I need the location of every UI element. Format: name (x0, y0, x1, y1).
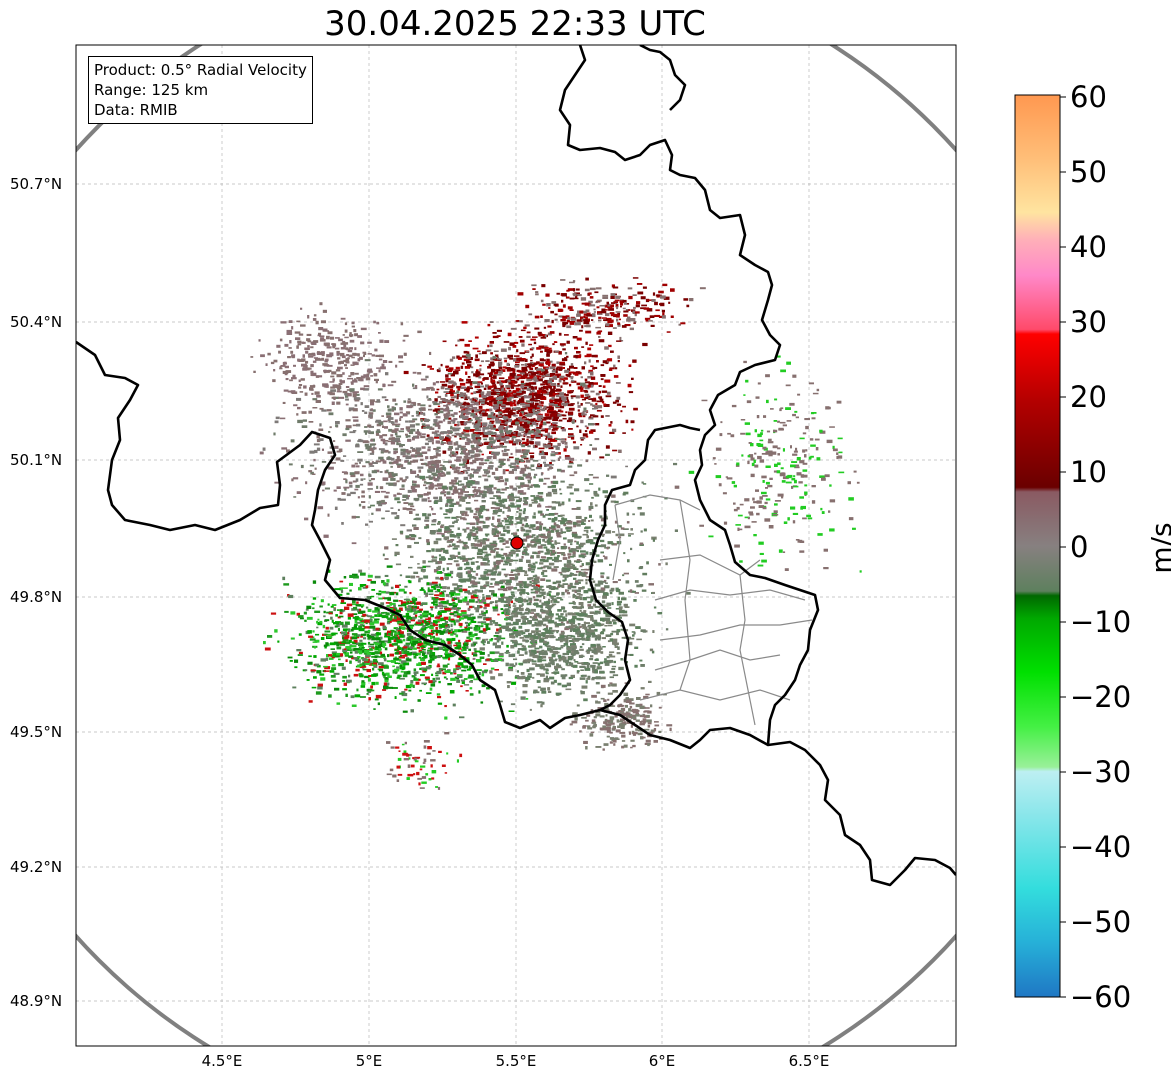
colorbar-tick-label: −30 (1070, 755, 1132, 789)
lon-label-6: 6°E (648, 1052, 676, 1070)
colorbar-tick-label: 20 (1070, 380, 1107, 414)
lat-label-50-7: 50.7°N (10, 175, 63, 193)
colorbar-tick-label: 30 (1070, 305, 1107, 339)
country-borders (76, 45, 956, 887)
lon-label-6-5: 6.5°E (788, 1052, 830, 1070)
colorbar-tick-label: −10 (1070, 605, 1132, 639)
lon-label-5-5: 5.5°E (495, 1052, 537, 1070)
lat-label-50-1: 50.1°N (10, 451, 63, 469)
colorbar-tick-label: −60 (1070, 980, 1132, 1014)
map-title: 30.04.2025 22:33 UTC (324, 4, 706, 44)
radar-site-marker (510, 536, 524, 550)
info-product: Product: 0.5° Radial Velocity (94, 61, 307, 79)
colorbar-tick-label: 50 (1070, 155, 1107, 189)
info-box: Product: 0.5° Radial Velocity Range: 125… (88, 56, 313, 124)
lat-label-50-4: 50.4°N (10, 313, 63, 331)
colorbar-tick-label: 40 (1070, 230, 1107, 264)
lon-label-5: 5°E (355, 1052, 383, 1070)
colorbar (1014, 94, 1061, 998)
lat-label-49-2: 49.2°N (10, 858, 63, 876)
plot-frame (75, 44, 957, 1047)
colorbar-tick-label: 10 (1070, 455, 1107, 489)
lon-label-4-5: 4.5°E (201, 1052, 243, 1070)
lat-label-49-8: 49.8°N (10, 588, 63, 606)
colorbar-tick-label: 0 (1070, 530, 1089, 564)
gridlines (76, 45, 956, 1046)
lat-label-48-9: 48.9°N (10, 992, 63, 1010)
colorbar-tick-label: 60 (1070, 80, 1107, 114)
colorbar-tick-label: −20 (1070, 680, 1132, 714)
velocity-echoes (250, 277, 862, 790)
colorbar-tick-label: −40 (1070, 830, 1132, 864)
info-range: Range: 125 km (94, 81, 209, 99)
info-source: Data: RMIB (94, 101, 178, 119)
colorbar-tickmarks (1060, 96, 1066, 998)
colorbar-unit-label: m/s (1145, 522, 1171, 574)
colorbar-tick-label: −50 (1070, 905, 1132, 939)
lat-label-49-5: 49.5°N (10, 723, 63, 741)
admin-boundaries (612, 494, 813, 726)
